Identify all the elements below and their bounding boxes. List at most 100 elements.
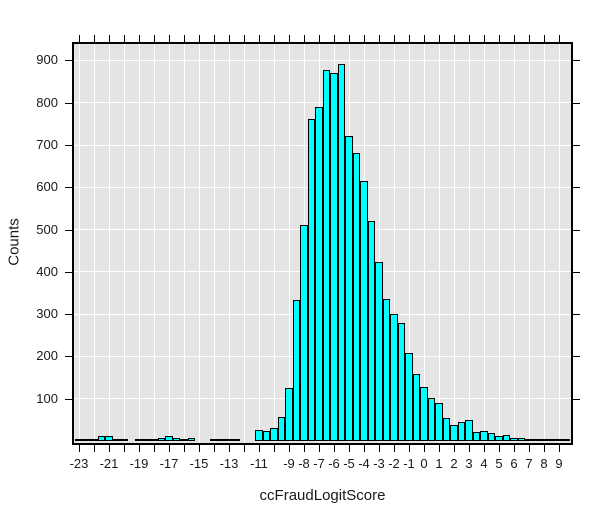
x-axis-tick	[259, 445, 260, 452]
x-axis-tick-top	[244, 35, 245, 42]
horizontal-gridline	[74, 59, 571, 61]
x-tick-label: -2	[388, 456, 400, 471]
histogram-bar	[390, 314, 398, 441]
histogram-bar	[495, 435, 503, 441]
histogram-bar	[105, 436, 113, 441]
x-axis-tick-top	[439, 35, 440, 42]
x-axis-tick	[229, 445, 230, 452]
x-tick-label: -7	[313, 456, 325, 471]
histogram-bar	[412, 374, 421, 441]
histogram-bar	[277, 417, 286, 441]
x-tick-label: -21	[99, 456, 119, 471]
histogram-bar	[285, 388, 293, 441]
x-axis-tick	[499, 445, 500, 452]
histogram-bar	[382, 298, 391, 441]
y-tick-label: 800	[36, 94, 58, 110]
x-axis-tick-top	[154, 35, 155, 42]
histogram-bar	[472, 431, 481, 441]
histogram-bar	[397, 323, 406, 441]
x-axis-tick	[139, 445, 140, 452]
histogram-bar	[510, 437, 518, 441]
y-axis-tick-right	[573, 187, 580, 189]
x-axis-tick-top	[79, 35, 80, 42]
histogram-bar	[187, 437, 196, 441]
x-tick-label: -13	[219, 456, 239, 471]
x-axis-tick	[94, 445, 95, 452]
histogram-bar	[180, 438, 188, 441]
y-tick-label: 500	[36, 221, 58, 237]
x-axis-tick	[79, 445, 80, 452]
plot-area	[74, 44, 571, 443]
histogram-bar	[450, 424, 458, 441]
histogram-bar	[172, 438, 181, 441]
x-axis-tick	[154, 445, 155, 452]
vertical-gridline	[393, 44, 395, 443]
x-axis-tick	[544, 445, 545, 452]
y-axis-tick	[65, 271, 72, 273]
histogram-bar	[555, 439, 563, 441]
x-axis-tick-top	[274, 35, 275, 42]
vertical-gridline	[543, 44, 545, 443]
histogram-bar	[405, 352, 413, 441]
vertical-gridline	[408, 44, 410, 443]
y-axis-tick	[65, 102, 72, 104]
vertical-gridline	[378, 44, 380, 443]
vertical-gridline	[258, 44, 260, 443]
x-axis-tick-top	[304, 35, 305, 42]
x-axis-tick-top	[379, 35, 380, 42]
histogram-bar	[502, 434, 511, 441]
histogram-bar	[322, 70, 331, 441]
x-axis-tick-top	[229, 35, 230, 42]
x-tick-label: 8	[540, 456, 548, 471]
histogram-bar	[562, 439, 571, 441]
x-axis-tick-top	[184, 35, 185, 42]
x-axis-tick-top	[319, 35, 320, 42]
x-tick-label: 7	[525, 456, 533, 471]
x-tick-label: -6	[328, 456, 340, 471]
histogram-bar	[82, 438, 91, 441]
vertical-gridline	[513, 44, 515, 443]
vertical-gridline	[558, 44, 560, 443]
x-axis-tick	[439, 445, 440, 452]
vertical-gridline	[168, 44, 170, 443]
x-axis-tick	[559, 445, 560, 452]
y-axis-tick	[65, 187, 72, 189]
histogram-bar	[315, 106, 323, 441]
x-axis-tick-top	[124, 35, 125, 42]
y-tick-label: 600	[36, 179, 58, 195]
x-axis-tick-top	[109, 35, 110, 42]
histogram-bar	[480, 430, 488, 441]
histogram-bar	[337, 63, 346, 441]
vertical-gridline	[78, 44, 80, 443]
vertical-gridline	[438, 44, 440, 443]
vertical-gridline	[243, 44, 245, 443]
histogram-bar	[345, 136, 353, 441]
x-axis-tick	[424, 445, 425, 452]
x-axis-tick-top	[289, 35, 290, 42]
x-tick-label: 0	[420, 456, 428, 471]
vertical-gridline	[288, 44, 290, 443]
y-tick-label: 300	[36, 306, 58, 322]
x-axis-tick-top	[349, 35, 350, 42]
x-axis-tick-top	[199, 35, 200, 42]
y-tick-label: 900	[36, 52, 58, 68]
x-axis-tick-top	[394, 35, 395, 42]
vertical-gridline	[153, 44, 155, 443]
y-tick-label: 400	[36, 263, 58, 279]
y-axis-tick-right	[573, 60, 580, 62]
x-axis-tick	[394, 445, 395, 452]
vertical-gridline	[138, 44, 140, 443]
histogram-bar	[97, 436, 106, 441]
x-tick-label: 6	[510, 456, 518, 471]
plot-panel	[72, 42, 573, 445]
x-tick-label: -11	[250, 456, 268, 471]
vertical-gridline	[108, 44, 110, 443]
vertical-gridline	[93, 44, 95, 443]
x-axis-tick-top	[334, 35, 335, 42]
y-axis-title: Counts	[5, 218, 23, 266]
y-axis-tick-right	[573, 356, 580, 358]
x-axis-tick	[109, 445, 110, 452]
x-tick-label: -9	[283, 456, 295, 471]
vertical-gridline	[528, 44, 530, 443]
x-tick-label: 1	[435, 456, 443, 471]
